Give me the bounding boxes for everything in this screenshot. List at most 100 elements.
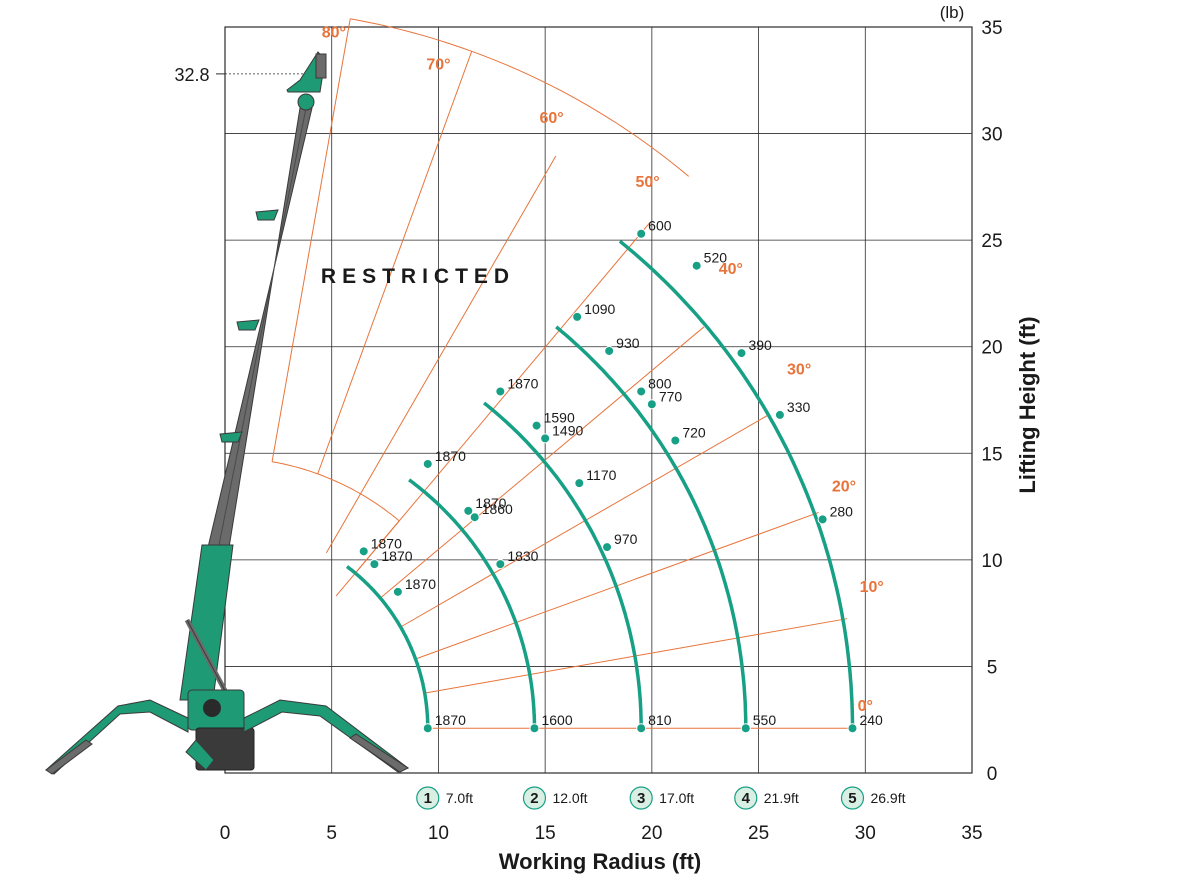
y-tick-label: 10 (981, 551, 1002, 572)
lift-cylinder-edge (186, 619, 231, 701)
angle-label: 50° (635, 174, 659, 191)
load-point (358, 546, 369, 557)
angle-label: 0° (858, 698, 873, 715)
boom-bracket (219, 431, 243, 443)
x-tick-label: 30 (855, 823, 876, 844)
outrigger-left-tip (45, 739, 93, 775)
load-point (422, 458, 433, 469)
boom-bracket (236, 319, 260, 331)
load-point (531, 420, 542, 431)
load-point (574, 478, 585, 489)
load-point (670, 435, 681, 446)
angle-label: 30° (787, 361, 811, 378)
boom-length-badge (416, 786, 440, 810)
x-tick-label: 15 (535, 823, 556, 844)
x-tick-label: 25 (748, 823, 769, 844)
load-value-label: 930 (616, 335, 640, 351)
load-point (646, 399, 657, 410)
boom-length-badge (840, 786, 865, 810)
outrigger-right-tip (349, 733, 410, 773)
angle-line (354, 221, 651, 574)
radius-band (492, 409, 642, 729)
unit-label: (lb) (940, 3, 965, 22)
load-value-label: 800 (648, 375, 672, 391)
crane-illustration (45, 51, 410, 775)
boom-length-number: 1 (424, 790, 432, 807)
load-value-label: 600 (648, 218, 672, 234)
boom-length-label: 7.0ft (446, 790, 473, 806)
x-tick-label: 0 (220, 823, 231, 844)
load-curve (483, 401, 643, 729)
load-point (602, 542, 613, 553)
y-tick-label: 0 (987, 764, 998, 785)
load-value-label: 520 (704, 250, 728, 266)
load-point (604, 345, 615, 356)
load-point (572, 311, 583, 322)
load-point (540, 433, 551, 444)
boom-length-label: 26.9ft (870, 790, 905, 806)
load-value-label: 1870 (371, 535, 402, 551)
boom-seam (215, 107, 307, 561)
load-value-label: 1170 (586, 467, 616, 483)
load-value-label: 280 (830, 503, 854, 519)
radius-band (355, 572, 429, 729)
load-value-label: 550 (753, 712, 777, 728)
load-value-label: 1870 (435, 712, 466, 728)
y-tick-label: 15 (981, 444, 1002, 465)
boom-length-label: 12.0ft (552, 790, 587, 806)
y-tick-label: 35 (981, 18, 1002, 39)
load-curve (408, 478, 537, 729)
load-point (774, 409, 785, 420)
restricted-label: RESTRICTED (321, 265, 515, 288)
load-curves (345, 228, 858, 734)
boom-length-label: 21.9ft (764, 790, 799, 806)
slew-ring (203, 699, 221, 717)
load-point (636, 723, 647, 734)
load-point (369, 559, 380, 570)
boom-bracket (255, 209, 279, 221)
boom-length-badge (734, 786, 758, 810)
boom-length-label: 17.0ft (659, 790, 694, 806)
load-value-label: 1830 (507, 548, 538, 564)
load-point (392, 586, 403, 597)
x-tick-label: 20 (641, 823, 662, 844)
load-point (636, 228, 647, 239)
load-value-label: 1870 (507, 375, 538, 391)
angle-line (317, 51, 473, 475)
load-value-label: 1490 (552, 422, 583, 438)
x-tick-label: 5 (326, 823, 337, 844)
boom-length-number: 5 (848, 790, 856, 807)
y-tick-label: 30 (981, 125, 1002, 146)
load-value-label: 1870 (475, 495, 506, 511)
boom-length-badge (629, 786, 653, 810)
load-value-label: 720 (682, 424, 706, 440)
outrigger-front (185, 739, 215, 771)
angle-line (379, 326, 705, 599)
x-tick-label: 10 (428, 823, 449, 844)
load-value-label: 810 (648, 712, 672, 728)
boom-length-number: 2 (530, 790, 538, 807)
load-point (529, 723, 540, 734)
angle-label: 70° (426, 57, 450, 74)
load-value-label: 330 (787, 399, 811, 415)
angle-line (325, 155, 557, 554)
load-curve (555, 325, 748, 729)
load-value-label: 970 (614, 531, 638, 547)
boom-length-number: 3 (637, 790, 645, 807)
load-curve (618, 239, 855, 729)
load-point (817, 514, 828, 525)
plot-frame (224, 26, 973, 774)
load-value-label: 1590 (544, 410, 575, 426)
load-value-label: 1870 (405, 576, 436, 592)
y-tick-label: 5 (987, 657, 998, 678)
load-point (847, 723, 858, 734)
sheave (297, 93, 315, 111)
angle-label: 10° (860, 579, 884, 596)
radius-band (423, 491, 535, 729)
load-point (740, 723, 751, 734)
restricted-outer-arc (350, 18, 690, 177)
load-value-label: 1860 (482, 501, 513, 517)
x-axis-title: Working Radius (ft) (499, 849, 701, 874)
y-axis-title: Lifting Height (ft) (1015, 316, 1040, 493)
